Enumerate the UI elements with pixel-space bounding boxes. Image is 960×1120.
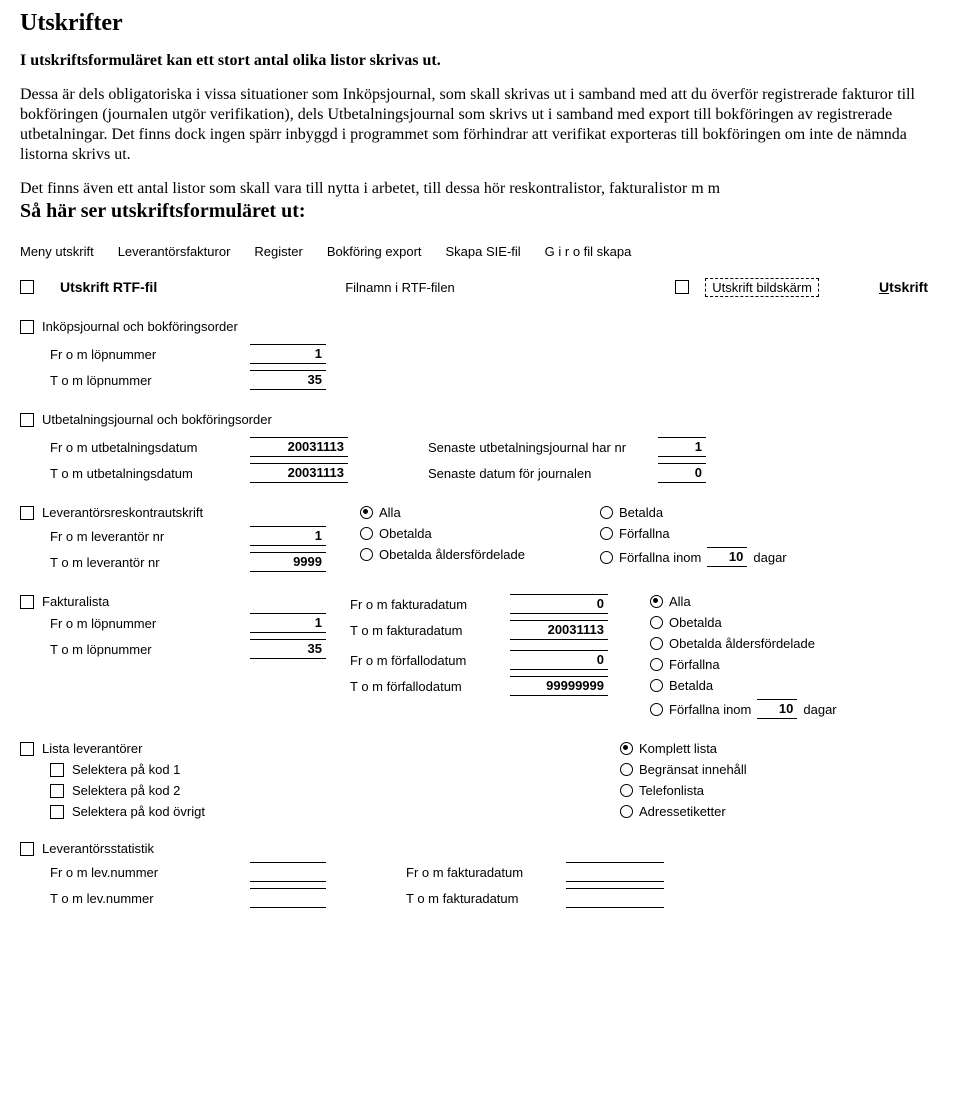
checkbox-utbetjournal[interactable] (20, 413, 34, 427)
radio-resk-obet[interactable] (360, 527, 373, 540)
radio-komplett[interactable] (620, 742, 633, 755)
label-fak-to-lop: T o m löpnummer (50, 642, 250, 657)
form-menubar: Meny utskrift Leverantörsfakturor Regist… (20, 244, 940, 259)
label-stat-lev-to: T o m lev.nummer (50, 891, 250, 906)
radio-resk-forf[interactable] (600, 527, 613, 540)
label-inkopsjournal: Inköpsjournal och bokföringsorder (42, 319, 238, 334)
intro-bold: I utskriftsformuläret kan ett stort anta… (20, 52, 441, 69)
radio-resk-obet-ald[interactable] (360, 548, 373, 561)
outro-heading: Så här ser utskriftsformuläret ut: (20, 200, 306, 222)
checkbox-sel2[interactable] (50, 784, 64, 798)
label-from-lopnr: Fr o m löpnummer (50, 347, 250, 362)
input-stat-fdt-to[interactable] (566, 888, 664, 908)
section-levstat: Leverantörsstatistik Fr o m lev.nummer F… (20, 841, 940, 908)
input-stat-fdt-from[interactable] (566, 862, 664, 882)
input-fak-fdt-to[interactable]: 20031113 (510, 620, 608, 640)
label-lista-lev: Lista leverantörer (42, 741, 142, 756)
input-fak-dagar[interactable]: 10 (757, 699, 797, 719)
radio-fak-obet[interactable] (650, 616, 663, 629)
input-stat-lev-to[interactable] (250, 888, 326, 908)
menu-sie[interactable]: Skapa SIE-fil (446, 244, 521, 259)
radio-resk-forf-inom[interactable] (600, 551, 613, 564)
section-fakturalista: Fakturalista Fr o m löpnummer 1 T o m lö… (20, 594, 940, 719)
label-fak-ffd-from: Fr o m förfallodatum (350, 653, 510, 668)
radio-adr[interactable] (620, 805, 633, 818)
radio-fak-alla[interactable] (650, 595, 663, 608)
input-from-lopnr[interactable]: 1 (250, 344, 326, 364)
checkbox-sel3[interactable] (50, 805, 64, 819)
intro-body: Dessa är dels obligatoriska i vissa situ… (20, 85, 940, 165)
label-senaste-datum: Senaste datum för journalen (428, 466, 658, 481)
menu-bokforing[interactable]: Bokföring export (327, 244, 422, 259)
label-stat-fdt-to: T o m fakturadatum (406, 891, 566, 906)
input-fak-ffd-to[interactable]: 99999999 (510, 676, 608, 696)
section-inkopsjournal: Inköpsjournal och bokföringsorder Fr o m… (20, 319, 940, 390)
input-resk-dagar[interactable]: 10 (707, 547, 747, 567)
checkbox-inkopsjournal[interactable] (20, 320, 34, 334)
menu-giro[interactable]: G i r o fil skapa (545, 244, 632, 259)
radio-fak-obet-ald[interactable] (650, 637, 663, 650)
input-stat-lev-from[interactable] (250, 862, 326, 882)
checkbox-rtf[interactable] (20, 280, 34, 294)
label-to-levnr: T o m leverantör nr (50, 555, 250, 570)
label-to-utbdatum: T o m utbetalningsdatum (50, 466, 250, 481)
label-reskontra: Leverantörsreskontrautskrift (42, 505, 203, 520)
label-stat-fdt-from: Fr o m fakturadatum (406, 865, 566, 880)
radio-resk-bet[interactable] (600, 506, 613, 519)
menu-register[interactable]: Register (254, 244, 302, 259)
checkbox-fakturalista[interactable] (20, 595, 34, 609)
label-senaste-nr: Senaste utbetalningsjournal har nr (428, 440, 658, 455)
radio-fak-forf[interactable] (650, 658, 663, 671)
section-lista-lev: Lista leverantörer Selektera på kod 1 Se… (20, 741, 940, 819)
input-fak-from-lop[interactable]: 1 (250, 613, 326, 633)
label-stat-lev-from: Fr o m lev.nummer (50, 865, 250, 880)
label-filnamn: Filnamn i RTF-filen (345, 280, 455, 295)
page-title: Utskrifter (20, 10, 940, 37)
radio-begr[interactable] (620, 763, 633, 776)
input-to-lopnr[interactable]: 35 (250, 370, 326, 390)
label-from-levnr: Fr o m leverantör nr (50, 529, 250, 544)
radio-tel[interactable] (620, 784, 633, 797)
label-fakturalista: Fakturalista (42, 594, 109, 609)
label-to-lopnr: T o m löpnummer (50, 373, 250, 388)
menu-utskrift[interactable]: Meny utskrift (20, 244, 94, 259)
outro-text: Det finns även ett antal listor som skal… (20, 180, 720, 197)
checkbox-sel1[interactable] (50, 763, 64, 777)
input-from-levnr[interactable]: 1 (250, 526, 326, 546)
input-to-utbdatum[interactable]: 20031113 (250, 463, 348, 483)
checkbox-bildskarm[interactable] (675, 280, 689, 294)
label-utbetjournal: Utbetalningsjournal och bokföringsorder (42, 412, 272, 427)
radio-fak-bet[interactable] (650, 679, 663, 692)
label-rtf: Utskrift RTF-fil (60, 279, 157, 295)
section-reskontra: Leverantörsreskontrautskrift Fr o m leve… (20, 505, 940, 572)
label-levstat: Leverantörsstatistik (42, 841, 154, 856)
label-fak-from-lop: Fr o m löpnummer (50, 616, 250, 631)
input-fak-fdt-from[interactable]: 0 (510, 594, 608, 614)
input-senaste-datum[interactable]: 0 (658, 463, 706, 483)
radio-fak-forf-inom[interactable] (650, 703, 663, 716)
input-to-levnr[interactable]: 9999 (250, 552, 326, 572)
checkbox-lista-lev[interactable] (20, 742, 34, 756)
radio-resk-alla[interactable] (360, 506, 373, 519)
label-fak-fdt-from: Fr o m fakturadatum (350, 597, 510, 612)
input-senaste-nr[interactable]: 1 (658, 437, 706, 457)
label-fak-ffd-to: T o m förfallodatum (350, 679, 510, 694)
input-from-utbdatum[interactable]: 20031113 (250, 437, 348, 457)
print-form: Meny utskrift Leverantörsfakturor Regist… (20, 244, 940, 908)
section-utbetjournal: Utbetalningsjournal och bokföringsorder … (20, 412, 940, 483)
checkbox-levstat[interactable] (20, 842, 34, 856)
input-fak-ffd-from[interactable]: 0 (510, 650, 608, 670)
input-fak-to-lop[interactable]: 35 (250, 639, 326, 659)
menu-levfakt[interactable]: Leverantörsfakturor (118, 244, 231, 259)
label-from-utbdatum: Fr o m utbetalningsdatum (50, 440, 250, 455)
label-bildskarm: Utskrift bildskärm (705, 278, 819, 297)
checkbox-reskontra[interactable] (20, 506, 34, 520)
label-fak-fdt-to: T o m fakturadatum (350, 623, 510, 638)
print-button[interactable]: Utskrift (867, 277, 940, 297)
